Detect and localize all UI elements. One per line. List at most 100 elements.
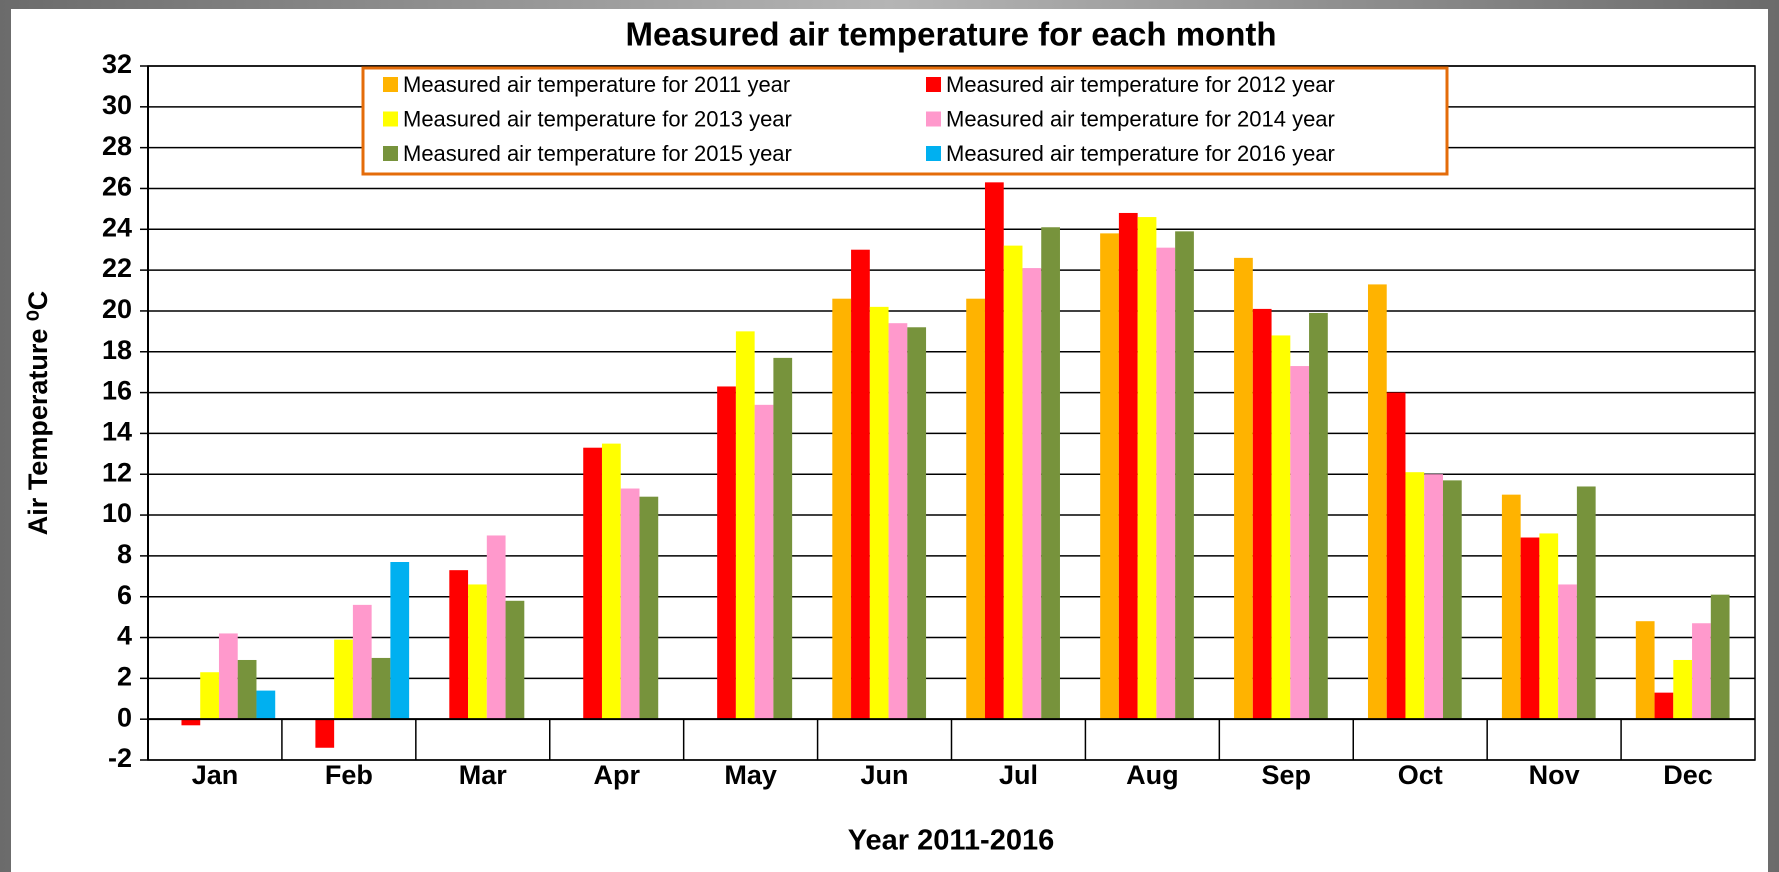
y-tick-label: 32 bbox=[102, 49, 132, 79]
bar bbox=[1442, 480, 1462, 720]
bar bbox=[1175, 231, 1194, 720]
x-tick-label: Oct bbox=[1398, 760, 1443, 790]
x-tick-label: Feb bbox=[325, 760, 373, 790]
bar bbox=[1003, 245, 1023, 720]
legend-swatch bbox=[926, 77, 941, 92]
x-tick-label: Jan bbox=[192, 760, 239, 790]
bar bbox=[966, 298, 985, 720]
bar bbox=[1635, 621, 1655, 720]
y-tick-label: 22 bbox=[102, 253, 132, 283]
bar bbox=[352, 604, 372, 720]
bar bbox=[1710, 594, 1730, 720]
y-tick-label: 18 bbox=[102, 335, 132, 365]
legend-box bbox=[361, 66, 1449, 176]
bar bbox=[1367, 284, 1387, 720]
bar bbox=[601, 443, 621, 720]
bar bbox=[1520, 537, 1540, 720]
x-tick-label: Jul bbox=[999, 760, 1038, 790]
bar bbox=[1118, 212, 1138, 720]
y-tick-label: 30 bbox=[102, 90, 132, 120]
bar bbox=[200, 672, 219, 720]
bar bbox=[1673, 659, 1693, 720]
bar bbox=[449, 570, 469, 720]
bar bbox=[1100, 233, 1119, 720]
legend-label: Measured air temperature for 2014 year bbox=[946, 106, 1335, 131]
bar bbox=[620, 488, 640, 720]
y-axis-label: Air Temperature ⁰C bbox=[23, 291, 53, 535]
y-tick-label: 24 bbox=[102, 212, 132, 242]
bar bbox=[237, 659, 257, 720]
chart-title: Measured air temperature for each month bbox=[625, 16, 1276, 53]
legend-swatch bbox=[383, 111, 398, 127]
bar bbox=[1290, 366, 1310, 720]
legend-label: Measured air temperature for 2013 year bbox=[403, 106, 792, 131]
bar bbox=[832, 298, 852, 720]
legend-swatch bbox=[383, 146, 398, 161]
y-tick-label: 14 bbox=[102, 417, 132, 447]
x-tick-label: Apr bbox=[593, 760, 640, 790]
bar bbox=[218, 633, 238, 720]
bar bbox=[1022, 268, 1042, 720]
y-tick-label: -2 bbox=[108, 743, 132, 773]
bar bbox=[639, 496, 659, 720]
x-tick-label: May bbox=[724, 760, 777, 790]
y-tick-label: 0 bbox=[117, 702, 132, 732]
bar bbox=[390, 562, 410, 720]
bar bbox=[1558, 584, 1577, 720]
bar bbox=[1386, 392, 1406, 720]
bar bbox=[371, 657, 391, 720]
bar bbox=[1692, 623, 1711, 720]
bar bbox=[1405, 472, 1425, 720]
bar bbox=[1041, 227, 1060, 720]
bar bbox=[583, 447, 602, 720]
legend-swatch bbox=[383, 77, 398, 92]
bar bbox=[754, 404, 774, 720]
bar bbox=[851, 249, 870, 720]
y-tick-label: 20 bbox=[102, 294, 132, 324]
x-tick-label: Nov bbox=[1529, 760, 1580, 790]
y-tick-label: 16 bbox=[102, 376, 132, 406]
bar bbox=[869, 306, 889, 720]
bar bbox=[1309, 312, 1328, 720]
bar bbox=[1654, 692, 1674, 720]
bar bbox=[717, 386, 736, 720]
bar bbox=[486, 535, 506, 720]
bar bbox=[334, 639, 353, 720]
bar bbox=[256, 690, 276, 720]
legend-swatch bbox=[926, 111, 941, 127]
x-tick-label: Mar bbox=[459, 760, 508, 790]
bar bbox=[984, 182, 1004, 720]
legend-label: Measured air temperature for 2012 year bbox=[946, 72, 1335, 97]
bar bbox=[1501, 494, 1521, 720]
bar bbox=[1424, 474, 1443, 720]
legend-label: Measured air temperature for 2011 year bbox=[403, 72, 790, 97]
x-tick-label: Dec bbox=[1663, 760, 1713, 790]
bar bbox=[315, 719, 335, 748]
bar bbox=[1539, 533, 1559, 720]
bar bbox=[468, 584, 487, 720]
bar bbox=[735, 331, 755, 720]
x-tick-label: Jun bbox=[861, 760, 909, 790]
bar bbox=[1576, 486, 1596, 720]
y-tick-label: 4 bbox=[117, 621, 132, 651]
y-tick-label: 28 bbox=[102, 131, 132, 161]
x-tick-label: Aug bbox=[1126, 760, 1178, 790]
bar bbox=[1137, 217, 1157, 720]
bar bbox=[1234, 257, 1253, 720]
x-axis-label: Year 2011-2016 bbox=[848, 825, 1054, 857]
legend-swatch bbox=[926, 146, 941, 161]
y-tick-label: 8 bbox=[117, 539, 132, 569]
legend-label: Measured air temperature for 2016 year bbox=[946, 141, 1335, 166]
y-tick-label: 2 bbox=[117, 661, 132, 691]
bar bbox=[907, 327, 927, 720]
bar bbox=[773, 357, 793, 720]
y-tick-label: 10 bbox=[102, 498, 132, 528]
y-tick-label: 26 bbox=[102, 172, 132, 202]
bar bbox=[1252, 308, 1272, 720]
bar bbox=[1271, 335, 1291, 720]
bar bbox=[181, 719, 201, 726]
y-tick-label: 12 bbox=[102, 457, 132, 487]
legend-label: Measured air temperature for 2015 year bbox=[403, 141, 792, 166]
